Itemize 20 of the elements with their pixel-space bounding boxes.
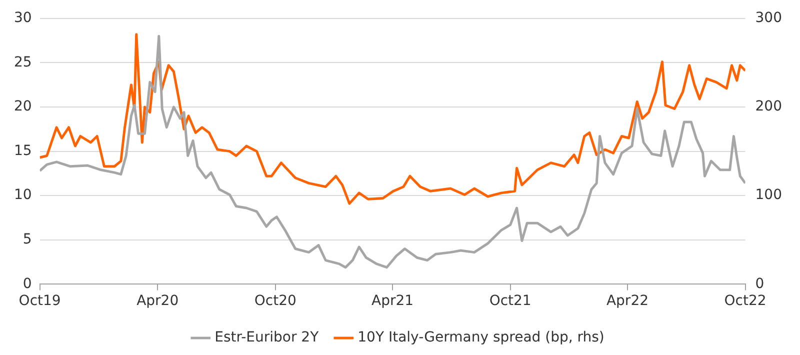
y-tick-label: 0 (22, 276, 32, 292)
x-tick-label: Apr21 (372, 293, 414, 310)
x-tick-label: Oct22 (724, 293, 766, 310)
y-tick-label: 5 (22, 232, 32, 248)
x-tick-label: Apr22 (606, 293, 649, 310)
x-tick-label: Oct20 (254, 293, 296, 310)
legend-label: 10Y Italy-Germany spread (bp, rhs) (358, 330, 604, 346)
y2-tick-label: 300 (755, 10, 782, 26)
y2-tick-label: 0 (755, 276, 764, 292)
y2-tick-label: 100 (755, 187, 782, 204)
x-tick-label: Oct19 (18, 293, 61, 310)
y-tick-label: 15 (14, 142, 32, 159)
x-tick-label: Apr20 (136, 293, 179, 310)
legend-label: Estr-Euribor 2Y (214, 330, 320, 346)
x-tick-label: Oct21 (489, 293, 532, 310)
y-tick-label: 10 (14, 187, 32, 204)
y-tick-label: 30 (14, 10, 32, 26)
y2-tick-label: 200 (755, 98, 782, 115)
y-tick-label: 25 (14, 54, 32, 70)
y-tick-label: 20 (14, 98, 32, 115)
